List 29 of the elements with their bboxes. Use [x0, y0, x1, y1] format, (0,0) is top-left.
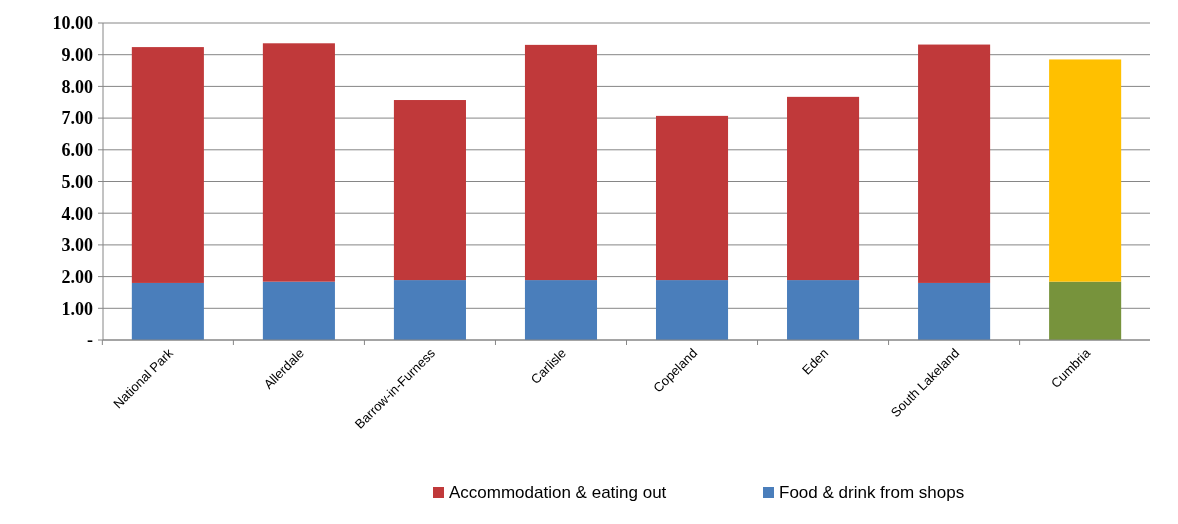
legend-label: Accommodation & eating out [449, 483, 667, 502]
legend-label: Food & drink from shops [779, 483, 965, 502]
y-tick-label: 8.00 [61, 76, 93, 97]
bar [524, 44, 598, 281]
bar [131, 282, 204, 340]
y-tick-label: 6.00 [61, 140, 93, 161]
bar [655, 280, 729, 340]
y-tick-label: 3.00 [61, 235, 93, 256]
y-tick-label: - [87, 330, 93, 351]
y-tick-label: 1.00 [61, 298, 93, 319]
bar [131, 47, 204, 283]
bar [1049, 59, 1122, 282]
bar [262, 43, 335, 282]
bar [1049, 281, 1122, 340]
y-tick-label: 9.00 [61, 45, 93, 65]
y-tick-label: 2.00 [61, 266, 93, 287]
bar [393, 280, 466, 340]
bar [787, 280, 860, 340]
bar [393, 100, 466, 281]
y-tick-label: 7.00 [61, 108, 93, 129]
bar [655, 115, 729, 281]
y-tick-label: 5.00 [61, 171, 93, 192]
bar [262, 281, 335, 340]
bar [524, 280, 598, 340]
y-tick-label: 4.00 [61, 203, 93, 224]
bar [787, 96, 860, 281]
bar [918, 282, 991, 340]
y-tick-label: 10.00 [52, 13, 93, 34]
bar [918, 44, 991, 283]
